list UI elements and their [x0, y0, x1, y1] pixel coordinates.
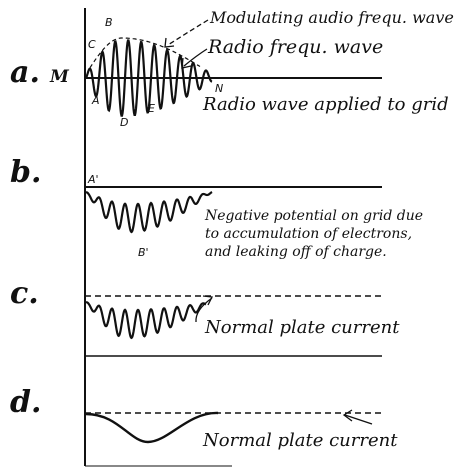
panel-a-envelope [89, 37, 201, 69]
panel-a-note-arrowhead-2 [181, 57, 192, 69]
panel-a-radio-wave [84, 39, 213, 117]
panel-b-caption-line-1: Negative potential on grid due [204, 208, 423, 224]
panel-d: d. Normal plate current [10, 385, 398, 451]
panel-a-point-e: E [148, 102, 155, 115]
panel-a-letter: a. [10, 55, 40, 90]
panel-a-caption: Radio wave applied to grid [202, 94, 449, 115]
panel-b-grid-potential [85, 190, 213, 234]
panel-a-note-arrow-2 [183, 48, 208, 67]
panel-b-caption-line-2: to accumulation of electrons, [205, 226, 412, 242]
panel-c-arrowhead [202, 295, 213, 306]
panel-a-point-b: B [105, 16, 113, 29]
panel-a-point-c: C [88, 38, 96, 51]
panel-a-note-radio: Radio frequ. wave [207, 36, 383, 58]
panel-d-arrowhead [342, 409, 353, 422]
panel-a-point-d: D [120, 116, 128, 129]
panel-a-end-label: N [215, 82, 223, 95]
panel-a-note-arrow-1 [167, 19, 209, 46]
panel-d-letter: d. [10, 385, 41, 420]
panel-a-axis-label: M [49, 67, 70, 87]
panel-d-caption: Normal plate current [202, 430, 398, 451]
panel-d-arrow [344, 414, 373, 425]
panel-d-audio-current [85, 411, 219, 444]
panel-c-caption: Normal plate current [204, 317, 400, 338]
panel-b-point-a-prime: A' [87, 173, 99, 186]
panel-b: b. A' B' Negative potential on grid due … [10, 155, 423, 260]
panel-c-plate-current [85, 300, 207, 340]
panel-b-letter: b. [10, 155, 41, 190]
panel-b-caption-line-3: and leaking off of charge. [205, 244, 387, 260]
panel-a: a. M B C A D E N Modulating audio frequ.… [10, 8, 454, 129]
panel-a-note-modulating: Modulating audio frequ. wave [209, 8, 454, 27]
panel-c-arrow [195, 297, 213, 323]
panel-b-point-b-prime: B' [138, 246, 149, 259]
panel-a-note-arrowhead-1 [164, 37, 175, 48]
panel-a-point-a: A [91, 94, 100, 107]
panel-c: c. Normal plate current [10, 276, 400, 357]
panel-c-letter: c. [10, 276, 39, 311]
